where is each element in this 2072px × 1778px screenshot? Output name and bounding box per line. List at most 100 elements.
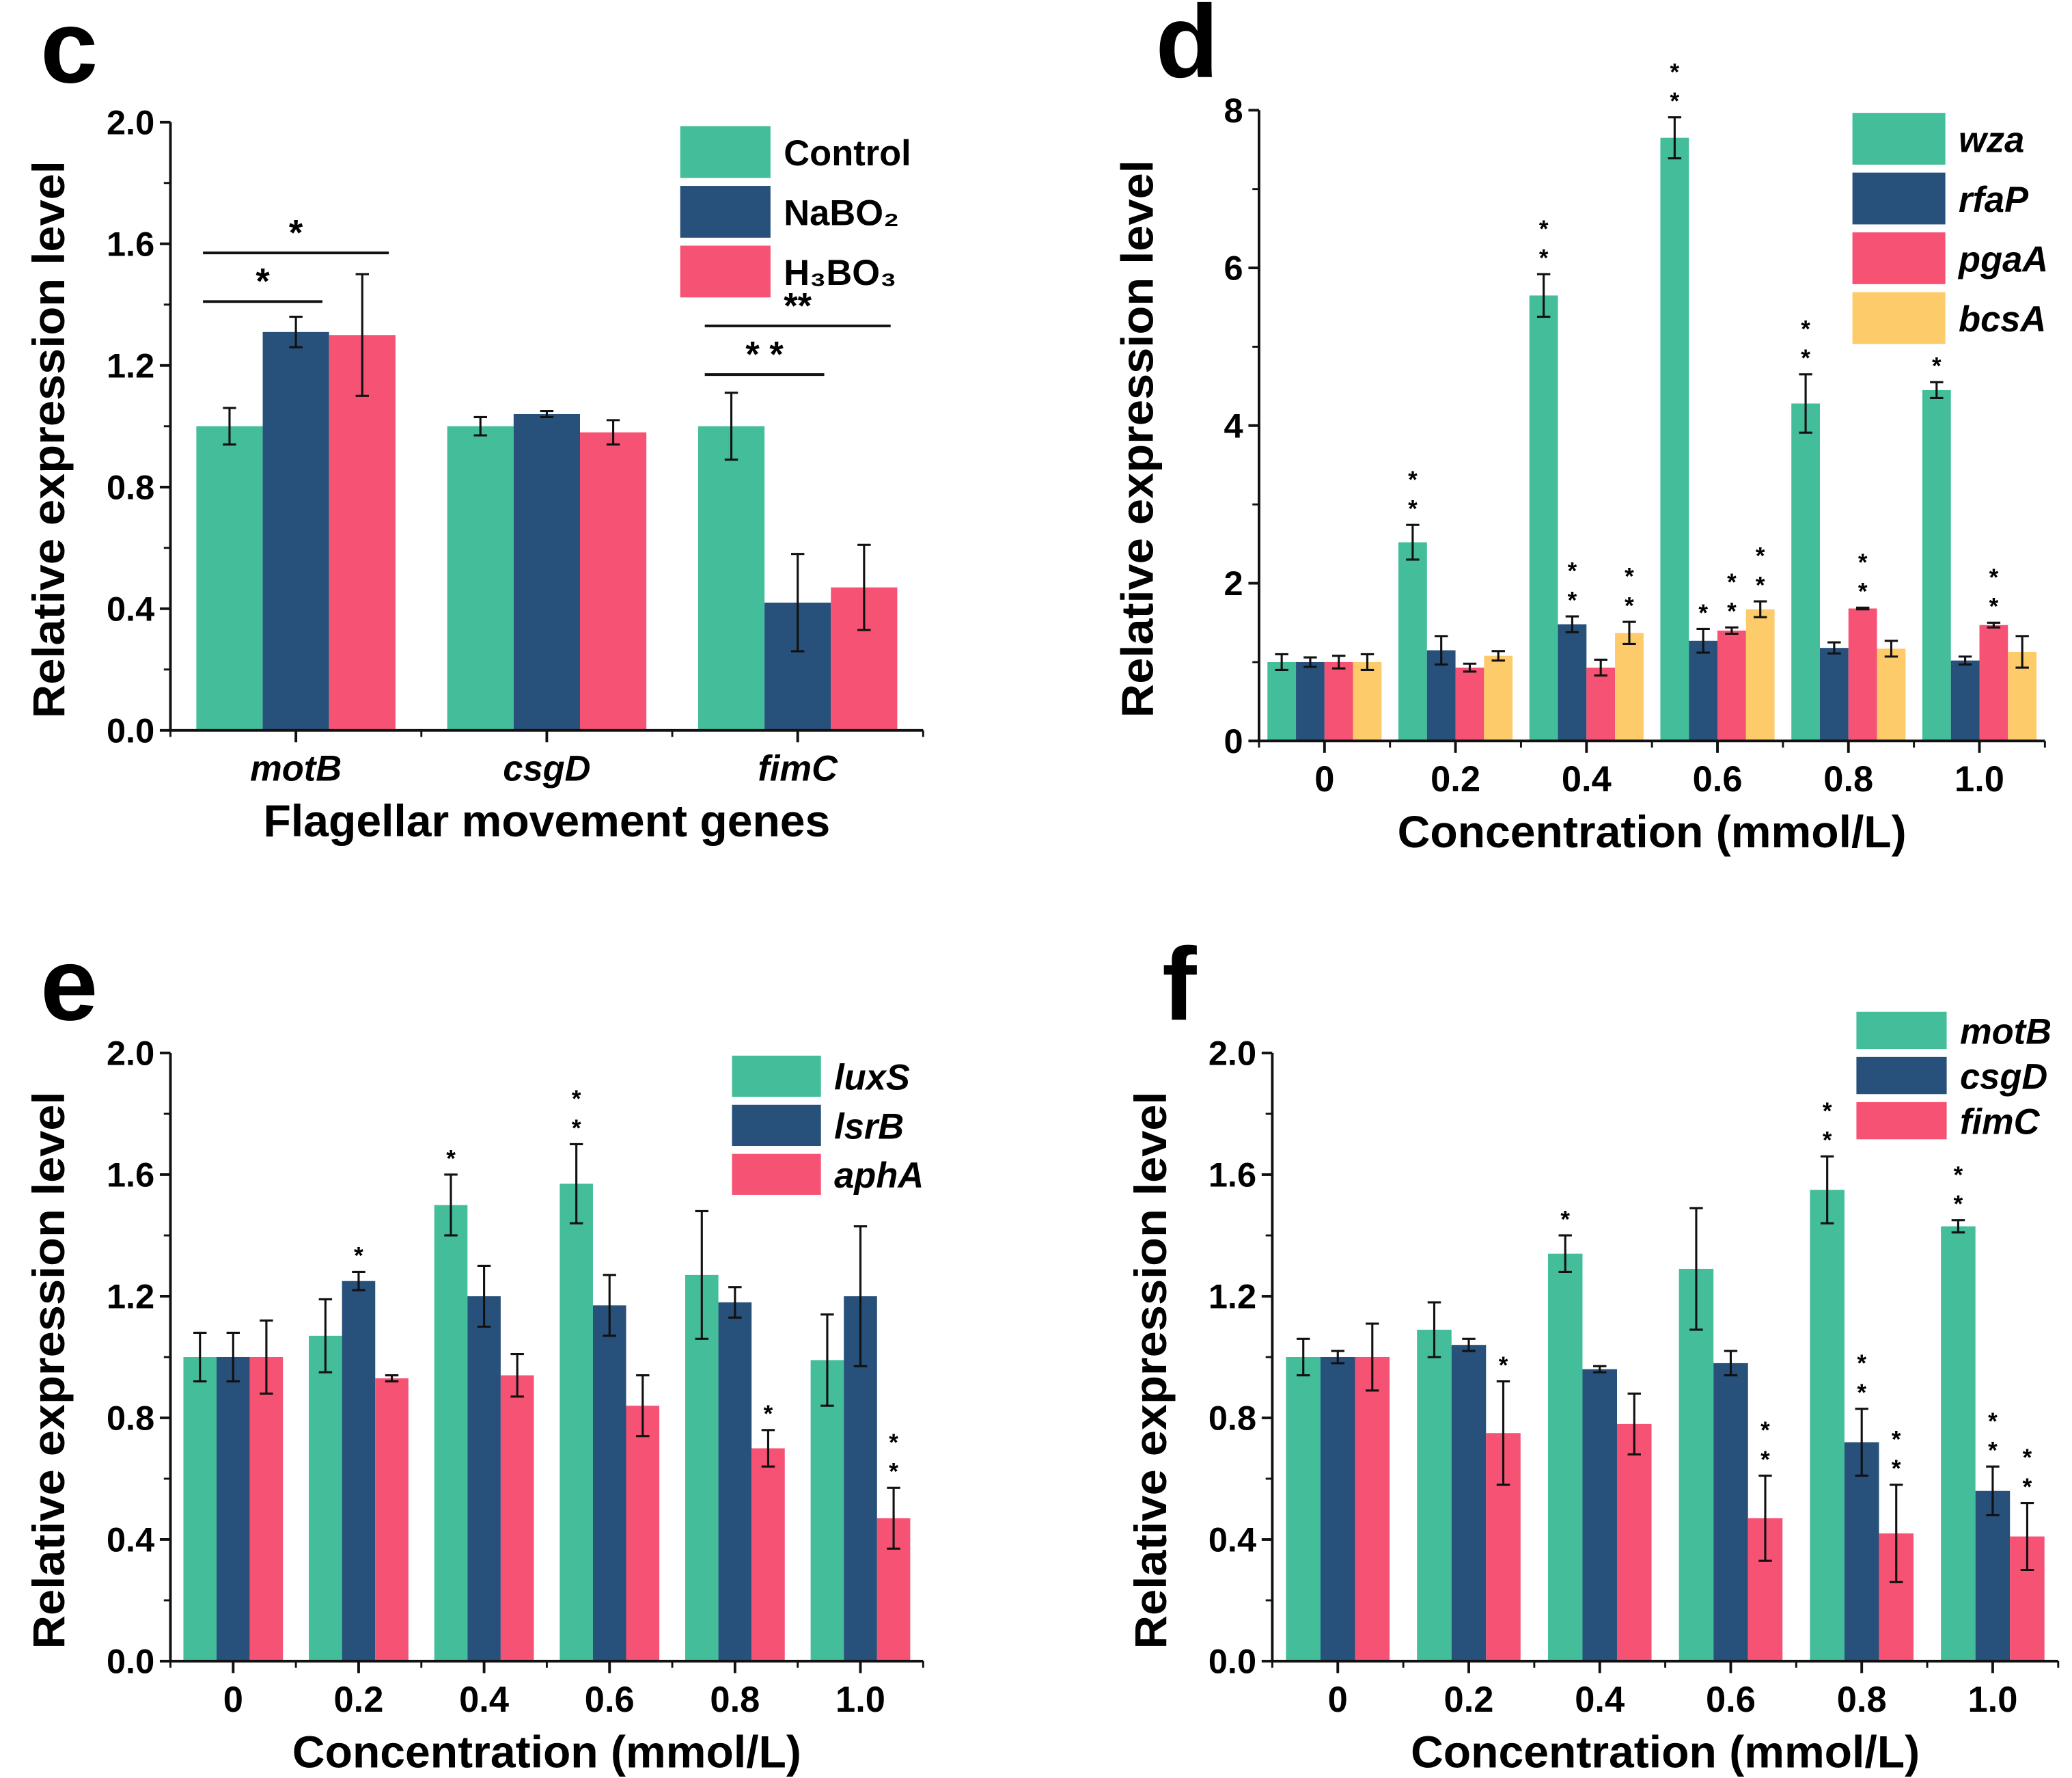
bar-lsrB-0.2 — [342, 1281, 376, 1661]
error-bar — [761, 1429, 775, 1468]
error-bar — [853, 1225, 868, 1367]
error-bar — [1627, 1392, 1641, 1455]
significance-star: * — [1858, 549, 1868, 576]
legend-label: motB — [1960, 1012, 2052, 1052]
error-bar — [1360, 653, 1375, 672]
bar-csgD-0.4 — [1582, 1369, 1617, 1661]
bar-bcsA-0.2 — [1484, 655, 1513, 741]
x-tick-label: fimC — [758, 750, 838, 789]
x-tick-label: 0.2 — [1431, 760, 1480, 799]
legend-swatch — [1852, 113, 1946, 165]
error-bar — [603, 1274, 616, 1337]
bar-motB-0.4 — [1547, 1253, 1583, 1661]
x-tick-label: 0.8 — [710, 1680, 760, 1720]
bar-csgD-0.2 — [1451, 1345, 1487, 1661]
bar-motB-1.0 — [1941, 1226, 1976, 1661]
significance-star: * — [2023, 1474, 2032, 1501]
x-tick-label: 0.8 — [1837, 1680, 1887, 1720]
significance-star: * — [1670, 88, 1680, 115]
error-bar — [1622, 620, 1636, 645]
error-bar — [1884, 640, 1898, 658]
legend-label: wza — [1959, 121, 2024, 161]
bracket-label: * — [289, 213, 303, 253]
bar-rfaP-0 — [1296, 661, 1325, 741]
error-bar — [355, 273, 370, 397]
error-bar — [1558, 1234, 1572, 1273]
y-tick-label: 0 — [1224, 722, 1243, 761]
y-tick-label: 6 — [1224, 249, 1243, 288]
bar-H₃BO₃-motB — [329, 335, 396, 730]
legend-swatch — [1856, 1056, 1947, 1095]
error-bar — [1331, 1350, 1344, 1365]
significance-star: * — [1858, 579, 1868, 605]
significance-star: * — [764, 1401, 773, 1427]
legend-swatch — [680, 245, 771, 298]
x-tick-label: 0.2 — [334, 1680, 384, 1720]
legend-label: aphA — [834, 1156, 924, 1196]
y-tick-label: 0.8 — [107, 1398, 154, 1437]
significance-star: * — [1568, 558, 1577, 585]
x-tick-label: 0 — [1314, 760, 1334, 799]
significance-star: * — [1756, 572, 1765, 599]
error-bar — [1303, 656, 1317, 668]
bar-fimC-0 — [1355, 1356, 1390, 1661]
bar-lsrB-0.4 — [467, 1296, 501, 1661]
error-bar — [1855, 606, 1870, 611]
bar-fimC-0.4 — [1616, 1423, 1652, 1661]
error-bar — [510, 1352, 524, 1398]
y-tick-label: 0.0 — [1208, 1641, 1256, 1680]
panel-letter: f — [1162, 927, 1197, 1042]
error-bar — [887, 1486, 900, 1550]
significance-star: * — [1408, 467, 1418, 493]
error-bar — [636, 1374, 650, 1438]
axes — [1271, 1052, 2058, 1663]
error-bar — [606, 419, 620, 446]
bar-bcsA-0.4 — [1615, 633, 1644, 741]
bar-aphA-0.4 — [500, 1375, 534, 1661]
error-bar — [1434, 635, 1448, 666]
legend-swatch — [680, 126, 771, 178]
error-bar — [820, 1313, 834, 1407]
legend-swatch — [1856, 1102, 1947, 1140]
panel-f: f****************0.00.40.81.21.62.00 0.2 0… — [1126, 927, 2060, 1777]
significance-star: * — [1932, 353, 1942, 380]
x-axis-title: Concentration (mmol/L) — [292, 1727, 801, 1777]
significance-star: * — [1823, 1098, 1832, 1125]
significance-star: * — [1756, 543, 1765, 570]
legend-label: Control — [784, 134, 911, 174]
error-bar — [260, 1319, 273, 1395]
y-tick-label: 1.6 — [1208, 1155, 1256, 1194]
error-bar — [385, 1374, 399, 1383]
y-tick-label: 1.2 — [107, 1276, 154, 1315]
legend-swatch — [1852, 172, 1946, 225]
x-tick-label: 0 — [223, 1680, 243, 1720]
bar-pgaA-0.4 — [1586, 668, 1616, 741]
error-bar — [444, 1173, 458, 1237]
error-bar — [318, 1298, 333, 1373]
error-bar — [540, 409, 554, 418]
error-bar — [1275, 653, 1288, 672]
panel-letter: e — [40, 927, 98, 1042]
error-bar — [226, 1331, 240, 1383]
significance-star: * — [1539, 216, 1549, 243]
y-tick-label: 2 — [1224, 564, 1243, 603]
x-tick-label: 0.2 — [1444, 1680, 1494, 1720]
y-tick-label: 1.2 — [1208, 1276, 1256, 1315]
significance-star: * — [1727, 599, 1737, 625]
bar-pgaA-0.2 — [1455, 668, 1484, 741]
error-bar — [1724, 1350, 1738, 1377]
bar-pgaA-1.0 — [1979, 625, 2008, 741]
error-bar — [1463, 662, 1477, 673]
error-bar — [1827, 641, 1841, 655]
x-axis-title: Concentration (mmol/L) — [1411, 1727, 1920, 1777]
bracket-label: * * — [745, 335, 784, 374]
legend-label: H₃BO₃ — [784, 254, 896, 293]
error-bar — [2015, 635, 2029, 669]
panel-d: d***********************0246800.20.40.60… — [1113, 0, 2049, 858]
bar-csgD-0.8 — [1844, 1442, 1879, 1661]
bar-bcsA-0 — [1353, 661, 1382, 741]
significance-star: * — [1625, 592, 1634, 619]
legend-swatch — [1852, 232, 1946, 284]
x-tick-label: 1.0 — [1967, 1680, 2017, 1720]
bar-motB-0 — [1286, 1356, 1321, 1661]
